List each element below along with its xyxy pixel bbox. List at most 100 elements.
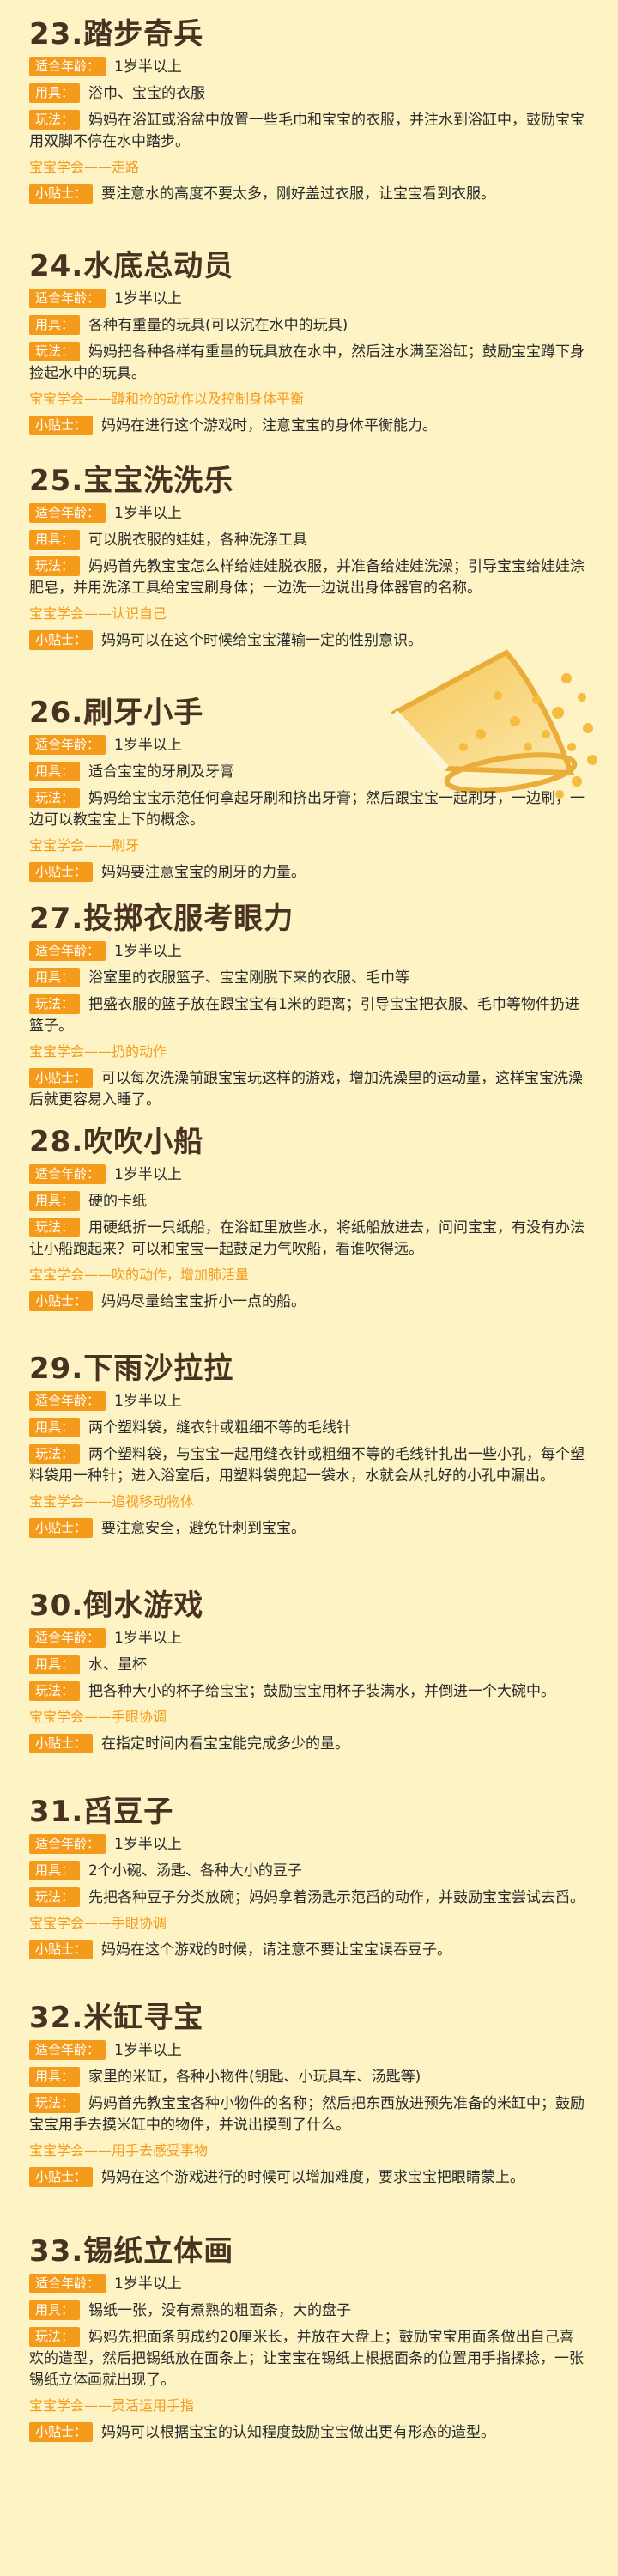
play-row: 玩法： 妈妈给宝宝示范任何拿起牙刷和挤出牙膏；然后跟宝宝一起刷牙，一边刷，一边可以… <box>29 788 587 831</box>
age-value: 1岁半以上 <box>114 737 182 754</box>
age-value: 1岁半以上 <box>114 290 182 307</box>
tip-tag: 小贴士： <box>29 2422 94 2442</box>
tools-tag: 用具： <box>29 315 81 335</box>
age-tag: 适合年龄： <box>29 289 106 308</box>
tip-tag: 小贴士： <box>29 416 94 435</box>
age-tag: 适合年龄： <box>29 2274 106 2293</box>
tip-tag: 小贴士： <box>29 1068 94 1088</box>
tools-tag: 用具： <box>29 1191 81 1211</box>
play-row: 玩法： 先把各种豆子分类放碗；妈妈拿着汤匙示范舀的动作，并鼓励宝宝尝试去舀。 <box>29 1887 587 1909</box>
tip-tag: 小贴士： <box>29 1518 94 1538</box>
activity-section-24: 24.水底总动员 适合年龄： 1岁半以上 用具： 各种有重量的玩具(可以沉在水中的玩… <box>29 247 587 442</box>
age-row: 适合年龄： 1岁半以上 <box>29 57 587 78</box>
play-tag: 玩法： <box>29 1218 81 1237</box>
activity-section-25: 25.宝宝洗洗乐 适合年龄： 1岁半以上 用具： 可以脱衣服的娃娃，各种洗涤工具 玩… <box>29 462 587 657</box>
tip-row: 小贴士： 妈妈可以在这个时候给宝宝灌输一定的性别意识。 <box>29 630 587 652</box>
play-value: 两个塑料袋，与宝宝一起用缝衣针或粗细不等的毛线针扎出一些小孔，每个塑料袋用一种针… <box>29 1446 585 1485</box>
tools-row: 用具： 锡纸一张，没有煮熟的粗面条，大的盘子 <box>29 2300 587 2322</box>
age-tag: 适合年龄： <box>29 1628 106 1648</box>
tip-tag: 小贴士： <box>29 184 94 204</box>
tools-value: 各种有重量的玩具(可以沉在水中的玩具) <box>88 317 348 334</box>
activity-section-33: 33.锡纸立体画 适合年龄： 1岁半以上 用具： 锡纸一张，没有煮熟的粗面条，大的盘… <box>29 2233 587 2449</box>
section-title: 31.舀豆子 <box>29 1795 174 1829</box>
section-title: 26.刷牙小手 <box>29 696 204 730</box>
section-title: 28.吹吹小船 <box>29 1125 204 1159</box>
tools-value: 水、量杯 <box>88 1656 148 1674</box>
learn-line: 宝宝学会——走路 <box>29 159 140 175</box>
age-row: 适合年龄： 1岁半以上 <box>29 1391 587 1413</box>
play-tag: 玩法： <box>29 788 81 808</box>
tip-value: 妈妈尽量给宝宝折小一点的船。 <box>101 1293 306 1310</box>
section-title: 32.米缸寻宝 <box>29 2001 204 2035</box>
tools-row: 用具： 家里的米缸，各种小物件(钥匙、小玩具车、汤匙等) <box>29 2067 587 2088</box>
tip-value: 妈妈在这个游戏的时候，请注意不要让宝宝误吞豆子。 <box>101 1941 452 1959</box>
tip-value: 要注意水的高度不要太多，刚好盖过衣服，让宝宝看到衣服。 <box>101 185 496 203</box>
activity-section-27: 27.投掷衣服考眼力 适合年龄： 1岁半以上 用具： 浴室里的衣服篮子、宝宝刚脱下来… <box>29 900 587 1116</box>
tip-tag: 小贴士： <box>29 1734 94 1753</box>
tools-tag: 用具： <box>29 2300 81 2320</box>
learn-line: 宝宝学会——刷牙 <box>29 837 140 854</box>
play-value: 妈妈在浴缸或浴盆中放置一些毛巾和宝宝的衣服，并注水到浴缸中，鼓励宝宝用双脚不停在… <box>29 112 585 150</box>
tip-value: 要注意安全，避免针刺到宝宝。 <box>101 1520 306 1537</box>
play-tag: 玩法： <box>29 994 81 1014</box>
tools-value: 两个塑料袋，缝衣针或粗细不等的毛线针 <box>88 1419 352 1437</box>
tip-tag: 小贴士： <box>29 630 94 650</box>
age-tag: 适合年龄： <box>29 503 106 523</box>
age-value: 1岁半以上 <box>114 1836 182 1853</box>
tools-tag: 用具： <box>29 530 81 550</box>
tools-value: 锡纸一张，没有煮熟的粗面条，大的盘子 <box>88 2302 352 2319</box>
learn-line: 宝宝学会——蹲和捡的动作以及控制身体平衡 <box>29 391 305 407</box>
age-row: 适合年龄： 1岁半以上 <box>29 1628 587 1649</box>
age-value: 1岁半以上 <box>114 58 182 76</box>
tools-tag: 用具： <box>29 2067 81 2087</box>
play-value: 妈妈首先教宝宝怎么样给娃娃脱衣服，并准备给娃娃洗澡；引导宝宝给娃娃涂肥皂，并用洗… <box>29 558 585 597</box>
age-value: 1岁半以上 <box>114 1630 182 1647</box>
section-title: 24.水底总动员 <box>29 249 234 283</box>
play-row: 玩法： 妈妈首先教宝宝各种小物件的名称；然后把东西放进预先准备的米缸中；鼓励宝宝用… <box>29 2093 587 2136</box>
tools-tag: 用具： <box>29 83 81 103</box>
age-row: 适合年龄： 1岁半以上 <box>29 735 587 756</box>
play-value: 妈妈先把面条剪成约20厘米长，并放在大盘上；鼓励宝宝用面条做出自己喜欢的造型，然… <box>29 2329 584 2389</box>
tools-value: 可以脱衣服的娃娃，各种洗涤工具 <box>88 532 308 549</box>
tip-row: 小贴士： 妈妈在这个游戏的时候，请注意不要让宝宝误吞豆子。 <box>29 1940 587 1961</box>
age-row: 适合年龄： 1岁半以上 <box>29 2040 587 2062</box>
tip-row: 小贴士： 妈妈要注意宝宝的刷牙的力量。 <box>29 862 587 884</box>
age-row: 适合年龄： 1岁半以上 <box>29 2274 587 2295</box>
section-title: 30.倒水游戏 <box>29 1589 204 1623</box>
tip-value: 妈妈在这个游戏进行的时候可以增加难度，要求宝宝把眼睛蒙上。 <box>101 2169 525 2186</box>
section-title: 33.锡纸立体画 <box>29 2234 234 2269</box>
section-title: 29.下雨沙拉拉 <box>29 1352 234 1386</box>
tools-value: 硬的卡纸 <box>88 1193 148 1210</box>
learn-line: 宝宝学会——手眼协调 <box>29 1915 167 1931</box>
play-value: 妈妈把各种各样有重量的玩具放在水中，然后注水满至浴缸；鼓励宝宝蹲下身捡起水中的玩… <box>29 343 585 382</box>
tip-tag: 小贴士： <box>29 1940 94 1959</box>
tip-tag: 小贴士： <box>29 862 94 882</box>
play-value: 先把各种豆子分类放碗；妈妈拿着汤匙示范舀的动作，并鼓励宝宝尝试去舀。 <box>88 1889 585 1906</box>
age-tag: 适合年龄： <box>29 941 106 961</box>
learn-line: 宝宝学会——灵活运用手指 <box>29 2397 195 2414</box>
play-value: 妈妈给宝宝示范任何拿起牙刷和挤出牙膏；然后跟宝宝一起刷牙，一边刷，一边可以教宝宝… <box>29 790 585 829</box>
play-tag: 玩法： <box>29 2093 81 2113</box>
age-tag: 适合年龄： <box>29 57 106 76</box>
play-value: 用硬纸折一只纸船，在浴缸里放些水，将纸船放进去，问问宝宝，有没有办法让小船跑起来… <box>29 1219 585 1258</box>
activity-section-29: 29.下雨沙拉拉 适合年龄： 1岁半以上 用具： 两个塑料袋，缝衣针或粗细不等的毛线… <box>29 1350 587 1545</box>
tip-row: 小贴士： 要注意水的高度不要太多，刚好盖过衣服，让宝宝看到衣服。 <box>29 184 587 205</box>
age-tag: 适合年龄： <box>29 2040 106 2060</box>
tip-tag: 小贴士： <box>29 1291 94 1311</box>
play-value: 妈妈首先教宝宝各种小物件的名称；然后把东西放进预先准备的米缸中；鼓励宝宝用手去摸… <box>29 2095 585 2134</box>
learn-line: 宝宝学会——手眼协调 <box>29 1709 167 1725</box>
tip-row: 小贴士： 妈妈在进行这个游戏时，注意宝宝的身体平衡能力。 <box>29 416 587 437</box>
learn-line: 宝宝学会——认识自己 <box>29 605 167 622</box>
section-title: 25.宝宝洗洗乐 <box>29 464 234 498</box>
learn-line: 宝宝学会——追视移动物体 <box>29 1493 195 1510</box>
tools-row: 用具： 适合宝宝的牙刷及牙膏 <box>29 762 587 783</box>
age-row: 适合年龄： 1岁半以上 <box>29 1834 587 1856</box>
tools-row: 用具： 两个塑料袋，缝衣针或粗细不等的毛线针 <box>29 1418 587 1439</box>
tip-value: 妈妈要注意宝宝的刷牙的力量。 <box>101 864 306 881</box>
section-title: 27.投掷衣服考眼力 <box>29 902 294 936</box>
tip-row: 小贴士： 妈妈可以根据宝宝的认知程度鼓励宝宝做出更有形态的造型。 <box>29 2422 587 2444</box>
play-row: 玩法： 妈妈把各种各样有重量的玩具放在水中，然后注水满至浴缸；鼓励宝宝蹲下身捡起水… <box>29 342 587 385</box>
tip-row: 小贴士： 要注意安全，避免针刺到宝宝。 <box>29 1518 587 1540</box>
play-tag: 玩法： <box>29 556 81 576</box>
